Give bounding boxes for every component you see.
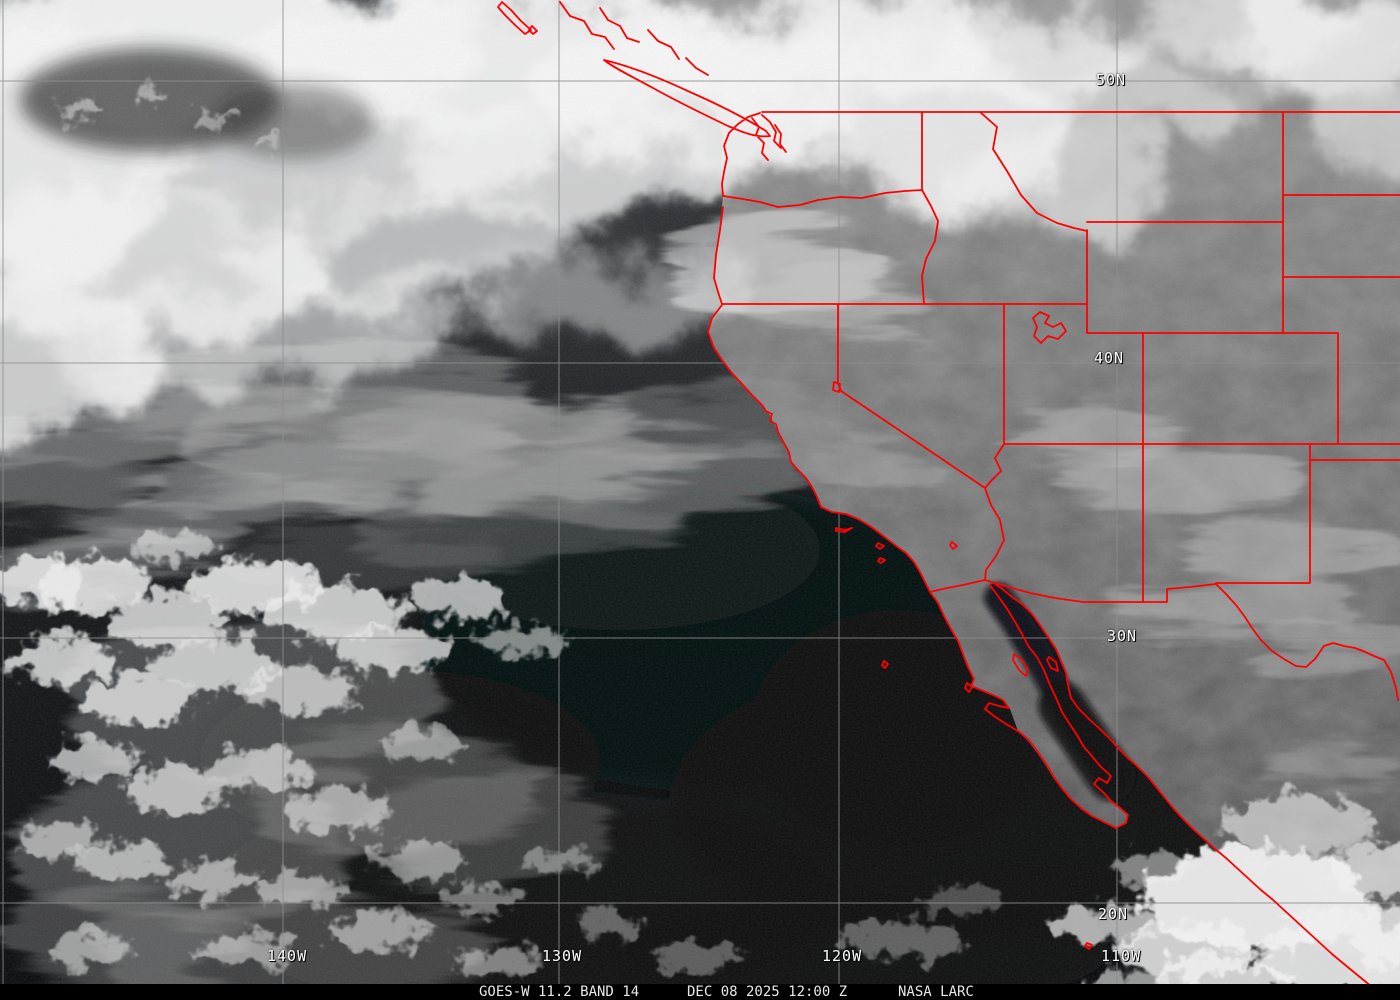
lat-label-50n: 50N: [1096, 71, 1127, 89]
lat-label-20n: 20N: [1098, 905, 1129, 923]
lon-label-110w: 110W: [1101, 947, 1142, 965]
lon-label-130w: 130W: [542, 947, 583, 965]
lon-label-120w: 120W: [822, 947, 863, 965]
political-borders: [722, 111, 1400, 603]
state-boundaries-overlay: [497, 1, 1400, 985]
lat-label-40n: 40N: [1094, 349, 1125, 367]
caption-satellite-band: GOES-W 11.2 BAND 14: [479, 984, 640, 1000]
caption-credit: NASA LARC: [898, 984, 974, 1000]
river-borders: [722, 111, 1399, 701]
lakes-and-islands: [832, 311, 1093, 950]
caption-bar: GOES-W 11.2 BAND 14 DEC 08 2025 12:00 Z …: [0, 984, 1400, 1000]
coastlines: [497, 1, 1372, 985]
lat-label-30n: 30N: [1107, 627, 1138, 645]
lon-label-140w: 140W: [267, 947, 308, 965]
caption-datetime: DEC 08 2025 12:00 Z: [687, 984, 848, 1000]
